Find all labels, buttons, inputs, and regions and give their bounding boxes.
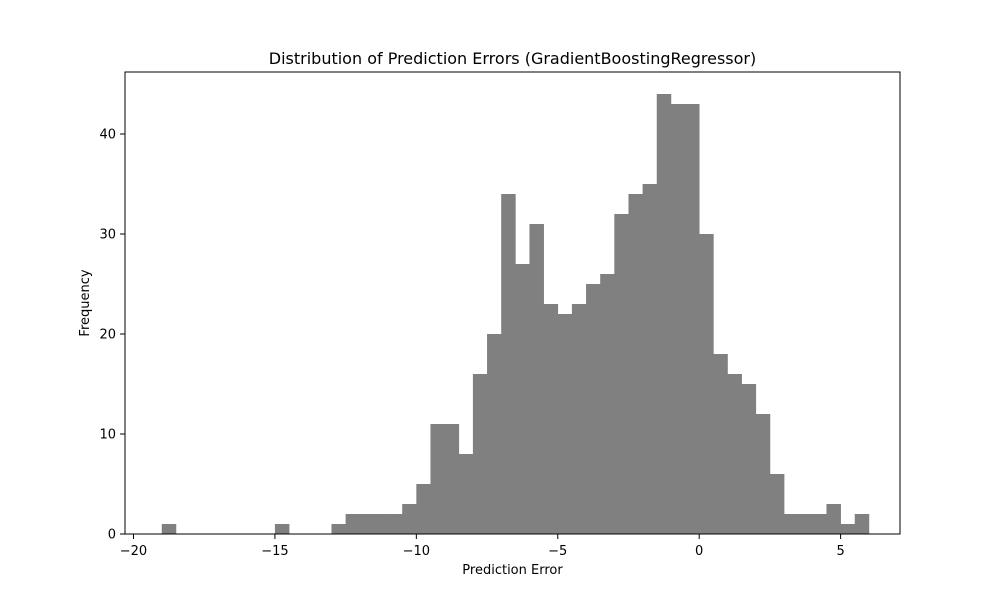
histogram-bar — [586, 284, 601, 534]
histogram-bar — [331, 524, 346, 534]
y-tick-label: 30 — [99, 228, 116, 243]
histogram-bar — [685, 104, 700, 534]
histogram-bar — [345, 514, 361, 534]
histogram-bar — [571, 304, 587, 534]
histogram-bar — [557, 314, 573, 534]
x-axis-ticks: −20 −15 −10 −5 0 5 — [120, 534, 845, 559]
histogram-bar — [487, 334, 502, 534]
histogram-bar — [458, 454, 474, 534]
x-tick-label: −15 — [261, 544, 288, 559]
x-axis-label: Prediction Error — [462, 563, 563, 578]
histogram-bar — [515, 264, 530, 534]
histogram-bar — [161, 524, 177, 534]
histogram-bar — [727, 374, 742, 534]
histogram-bar — [670, 104, 686, 534]
histogram-bar — [755, 414, 771, 534]
y-tick-label: 40 — [99, 128, 116, 143]
histogram-bar — [388, 514, 403, 534]
histogram-bar — [614, 214, 629, 534]
x-tick-label: 0 — [695, 544, 703, 559]
histogram-bar — [628, 194, 643, 534]
histogram-bar — [472, 374, 488, 534]
histogram-bar — [656, 94, 672, 534]
histogram-bar — [373, 514, 389, 534]
histogram-bar — [402, 504, 417, 534]
x-tick-label: 5 — [836, 544, 844, 559]
histogram-bar — [798, 514, 813, 534]
histogram-bar — [600, 274, 615, 534]
histogram-bar — [769, 474, 785, 534]
histogram-bar — [501, 194, 516, 534]
histogram-bars — [161, 94, 870, 534]
histogram-bar — [784, 514, 799, 534]
x-tick-label: −20 — [120, 544, 147, 559]
histogram-bar — [741, 384, 757, 534]
x-tick-label: −10 — [403, 544, 430, 559]
chart-title: Distribution of Prediction Errors (Gradi… — [269, 49, 756, 68]
y-tick-label: 20 — [99, 328, 116, 343]
x-tick-label: −5 — [548, 544, 567, 559]
histogram-bar — [812, 514, 827, 534]
histogram-bar — [416, 484, 431, 534]
histogram-bar — [713, 354, 728, 534]
histogram-bar — [274, 524, 290, 534]
histogram-bar — [699, 234, 714, 534]
y-axis-label: Frequency — [78, 269, 93, 336]
histogram-bar — [444, 424, 460, 534]
plot-area-frame — [124, 71, 901, 535]
histogram-bar — [529, 224, 544, 534]
y-tick-label: 10 — [99, 428, 116, 443]
histogram-bar — [543, 304, 559, 534]
y-axis-ticks: 0 10 20 30 40 — [99, 128, 125, 543]
y-tick-label: 0 — [108, 528, 116, 543]
histogram-bar — [430, 424, 445, 534]
histogram-bar — [840, 524, 856, 534]
histogram-bar — [642, 184, 658, 534]
histogram-bar — [854, 514, 870, 534]
histogram-bar — [826, 504, 841, 534]
histogram-bar — [359, 514, 375, 534]
